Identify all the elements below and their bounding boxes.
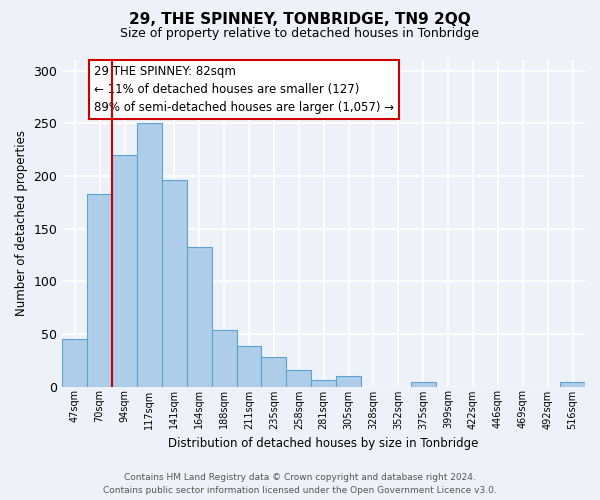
Bar [262, 357, 286, 386]
Y-axis label: Number of detached properties: Number of detached properties [15, 130, 28, 316]
Bar [286, 370, 311, 386]
Bar [236, 346, 262, 387]
Bar [560, 382, 585, 386]
Bar [411, 382, 436, 386]
Bar [336, 376, 361, 386]
Bar [87, 194, 112, 386]
Bar [187, 248, 212, 386]
Text: 29 THE SPINNEY: 82sqm
← 11% of detached houses are smaller (127)
89% of semi-det: 29 THE SPINNEY: 82sqm ← 11% of detached … [94, 65, 394, 114]
X-axis label: Distribution of detached houses by size in Tonbridge: Distribution of detached houses by size … [169, 437, 479, 450]
Bar [62, 339, 87, 386]
Bar [137, 123, 162, 386]
Bar [162, 180, 187, 386]
Text: Size of property relative to detached houses in Tonbridge: Size of property relative to detached ho… [121, 28, 479, 40]
Text: 29, THE SPINNEY, TONBRIDGE, TN9 2QQ: 29, THE SPINNEY, TONBRIDGE, TN9 2QQ [129, 12, 471, 28]
Bar [311, 380, 336, 386]
Bar [112, 155, 137, 386]
Text: Contains HM Land Registry data © Crown copyright and database right 2024.
Contai: Contains HM Land Registry data © Crown c… [103, 474, 497, 495]
Bar [212, 330, 236, 386]
